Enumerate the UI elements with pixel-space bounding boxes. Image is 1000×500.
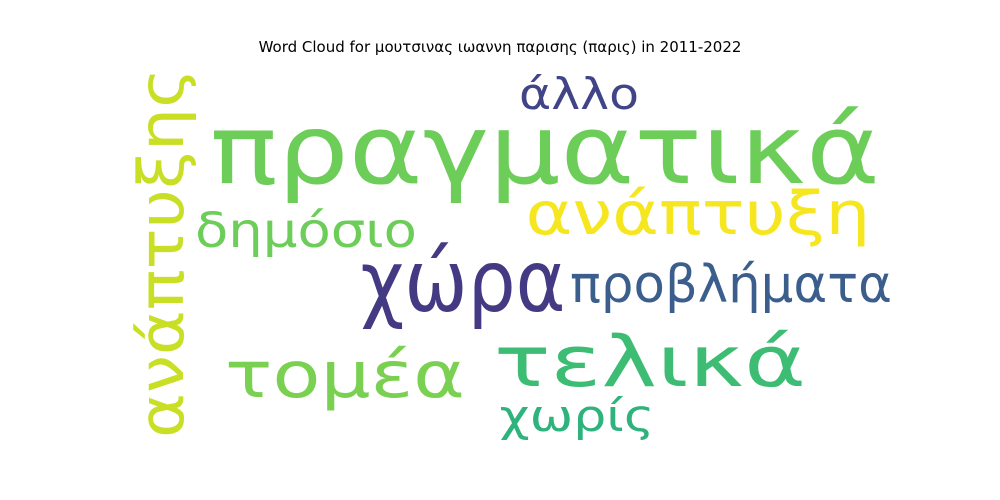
chart-title: Word Cloud for μουτσινας ιωαννη παρισης …: [258, 38, 742, 56]
word-9: τελικά: [494, 321, 806, 403]
word-7: προβλήματα: [570, 255, 892, 315]
word-4: ανάπτυξη: [526, 179, 871, 249]
word-8: τομέα: [225, 339, 465, 413]
word-6: χώρα: [361, 232, 566, 332]
word-5: δημόσιο: [195, 203, 417, 259]
word-1: πραγματικά: [210, 94, 880, 206]
word-2: ανάπτυξης: [125, 68, 198, 438]
word-10: χωρίς: [500, 391, 655, 442]
word-3: άλλο: [519, 69, 639, 120]
